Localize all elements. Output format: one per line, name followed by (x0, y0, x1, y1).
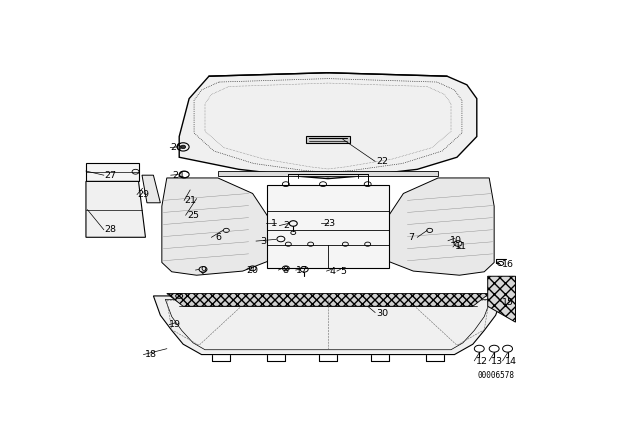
Text: 16: 16 (502, 260, 513, 269)
Text: 10: 10 (450, 236, 462, 245)
Text: 22: 22 (376, 157, 388, 166)
Polygon shape (86, 164, 138, 181)
Polygon shape (268, 185, 388, 267)
Text: 20: 20 (246, 266, 259, 275)
Polygon shape (154, 296, 502, 354)
Text: 19: 19 (169, 320, 181, 329)
Text: 24: 24 (172, 171, 184, 180)
Text: 25: 25 (187, 211, 199, 220)
Polygon shape (388, 178, 494, 275)
Text: 23: 23 (323, 219, 335, 228)
Text: 4: 4 (330, 267, 336, 276)
Polygon shape (142, 175, 161, 203)
Text: 26: 26 (171, 143, 183, 152)
Polygon shape (86, 181, 145, 237)
Text: 17: 17 (296, 266, 308, 275)
Text: 12: 12 (476, 357, 488, 366)
Circle shape (180, 145, 186, 149)
Text: 27: 27 (105, 171, 116, 180)
Text: 21: 21 (184, 196, 196, 205)
Polygon shape (167, 293, 489, 306)
Text: 00006578: 00006578 (477, 371, 514, 380)
Text: 30: 30 (376, 309, 388, 318)
Polygon shape (218, 171, 438, 176)
Text: 7: 7 (408, 233, 414, 242)
Text: 2: 2 (283, 221, 289, 230)
Text: 15: 15 (502, 297, 513, 306)
Text: 13: 13 (491, 357, 502, 366)
Polygon shape (179, 73, 477, 179)
Text: 3: 3 (260, 237, 267, 246)
Text: 11: 11 (455, 242, 467, 251)
Polygon shape (162, 178, 268, 275)
Polygon shape (306, 136, 350, 143)
Text: 8: 8 (283, 266, 289, 275)
Text: 9: 9 (200, 266, 206, 275)
Text: 1: 1 (271, 219, 276, 228)
Text: 28: 28 (105, 225, 116, 234)
Text: 18: 18 (145, 350, 156, 359)
Polygon shape (488, 276, 515, 322)
Text: 6: 6 (215, 233, 221, 242)
Text: 5: 5 (340, 267, 346, 276)
Text: 29: 29 (138, 190, 150, 199)
Text: 14: 14 (504, 357, 516, 366)
